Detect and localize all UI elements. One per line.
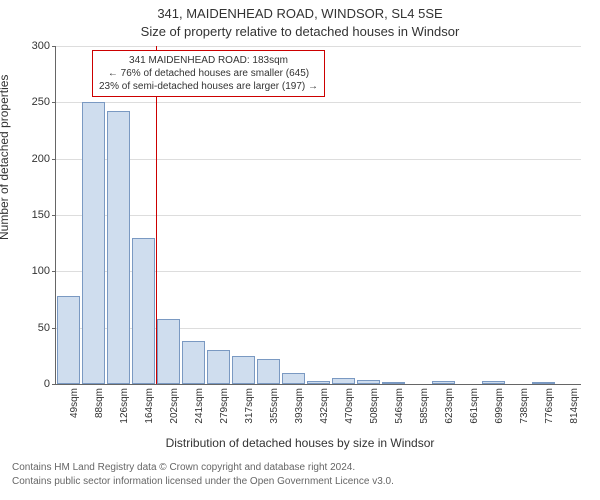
y-tick-label: 50: [38, 322, 50, 334]
histogram-bar: [132, 238, 156, 384]
x-tick-label: 49sqm: [69, 388, 80, 418]
y-tick-label: 250: [32, 96, 50, 108]
y-tick-mark: [52, 102, 56, 103]
histogram-bar: [482, 381, 506, 384]
y-tick-mark: [52, 159, 56, 160]
gridline: [56, 215, 581, 216]
x-tick-label: 661sqm: [469, 388, 480, 424]
x-tick-label: 88sqm: [94, 388, 105, 418]
y-tick-mark: [52, 215, 56, 216]
histogram-bar: [82, 102, 106, 384]
plot-area: 05010015020025030049sqm88sqm126sqm164sqm…: [55, 46, 581, 385]
x-axis-label: Distribution of detached houses by size …: [0, 436, 600, 450]
y-tick-mark: [52, 46, 56, 47]
x-tick-label: 393sqm: [294, 388, 305, 424]
histogram-bar: [232, 356, 256, 384]
histogram-bar: [307, 381, 331, 384]
histogram-bar: [532, 382, 556, 384]
y-tick-mark: [52, 384, 56, 385]
x-tick-label: 738sqm: [519, 388, 530, 424]
x-tick-label: 585sqm: [419, 388, 430, 424]
x-tick-label: 432sqm: [319, 388, 330, 424]
annotation-line3: 23% of semi-detached houses are larger (…: [99, 80, 318, 93]
histogram-bar: [57, 296, 81, 384]
histogram-bar: [332, 378, 356, 384]
x-tick-label: 279sqm: [219, 388, 230, 424]
histogram-bar: [107, 111, 131, 384]
chart-title-line1: 341, MAIDENHEAD ROAD, WINDSOR, SL4 5SE: [0, 6, 600, 21]
x-tick-label: 241sqm: [194, 388, 205, 424]
x-tick-label: 317sqm: [244, 388, 255, 424]
histogram-bar: [357, 380, 381, 385]
x-tick-label: 699sqm: [494, 388, 505, 424]
y-tick-label: 300: [32, 40, 50, 52]
histogram-bar: [282, 373, 306, 384]
x-tick-label: 623sqm: [444, 388, 455, 424]
y-tick-label: 100: [32, 265, 50, 277]
annotation-line1: 341 MAIDENHEAD ROAD: 183sqm: [99, 54, 318, 67]
x-tick-label: 508sqm: [369, 388, 380, 424]
histogram-bar: [257, 359, 281, 384]
footer-line1: Contains HM Land Registry data © Crown c…: [12, 462, 355, 473]
y-tick-label: 0: [44, 378, 50, 390]
x-tick-label: 546sqm: [394, 388, 405, 424]
y-axis-label: Number of detached properties: [0, 75, 11, 240]
x-tick-label: 776sqm: [544, 388, 555, 424]
annotation-line2: ← 76% of detached houses are smaller (64…: [99, 67, 318, 80]
annotation-box: 341 MAIDENHEAD ROAD: 183sqm← 76% of deta…: [92, 50, 325, 97]
x-tick-label: 814sqm: [569, 388, 580, 424]
y-tick-mark: [52, 271, 56, 272]
gridline: [56, 46, 581, 47]
x-tick-label: 126sqm: [119, 388, 130, 424]
chart-title-line2: Size of property relative to detached ho…: [0, 24, 600, 39]
gridline: [56, 159, 581, 160]
x-tick-label: 355sqm: [269, 388, 280, 424]
histogram-bar: [432, 381, 456, 384]
y-tick-label: 200: [32, 153, 50, 165]
footer-line2: Contains public sector information licen…: [12, 476, 394, 487]
y-tick-label: 150: [32, 209, 50, 221]
histogram-bar: [157, 319, 181, 384]
histogram-bar: [382, 382, 406, 384]
x-tick-label: 202sqm: [169, 388, 180, 424]
x-tick-label: 164sqm: [144, 388, 155, 424]
gridline: [56, 102, 581, 103]
histogram-bar: [182, 341, 206, 384]
y-tick-mark: [52, 328, 56, 329]
histogram-bar: [207, 350, 231, 384]
x-tick-label: 470sqm: [344, 388, 355, 424]
